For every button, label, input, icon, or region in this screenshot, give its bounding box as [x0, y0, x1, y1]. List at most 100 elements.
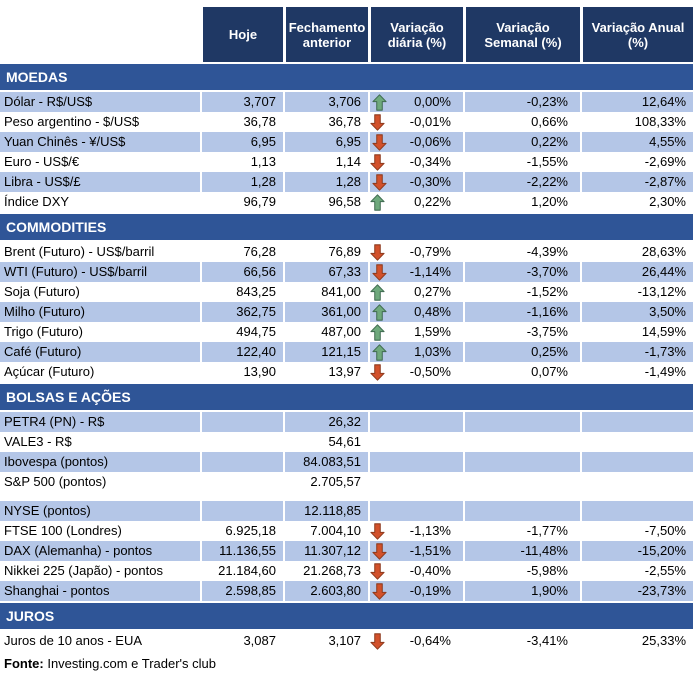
cell-hoje: [200, 501, 283, 521]
cell-fechamento-anterior: 12.118,85: [283, 501, 368, 521]
row-label: Índice DXY: [4, 194, 70, 209]
cell-variacao-semanal: -0,23%: [463, 92, 580, 112]
cell-variacao-anual: 26,44%: [580, 262, 693, 282]
trend-arrow-icon: [372, 93, 388, 111]
row-label: FTSE 100 (Londres): [4, 523, 122, 538]
cell-variacao-diaria: 0,00%: [368, 92, 463, 112]
row-label: Açúcar (Futuro): [4, 364, 95, 379]
down-arrow-icon: [370, 113, 385, 131]
table-row: Milho (Futuro) 362,75 361,00 0,48% -1,16…: [0, 302, 693, 322]
section-header: BOLSAS E AÇÕES: [0, 384, 693, 410]
cell-fechamento-anterior: 36,78: [328, 114, 361, 129]
table-row: Trigo (Futuro) 494,75 487,00 1,59% -3,75…: [0, 322, 693, 342]
cell-variacao-anual: -13,12%: [637, 284, 686, 299]
cell-variacao-diaria: -0,50%: [368, 362, 463, 382]
header-variacao-diaria: Variação diária (%): [368, 7, 463, 62]
cell-variacao-semanal: -11,48%: [463, 541, 580, 561]
variacao-diaria-value: 1,59%: [414, 324, 451, 339]
header-empty-cell: [0, 7, 200, 62]
cell-fechamento-anterior: 2.603,80: [283, 581, 368, 601]
row-label: Café (Futuro): [0, 342, 200, 362]
cell-variacao-semanal: [463, 412, 580, 432]
cell-hoje: 843,25: [236, 284, 276, 299]
row-label: Juros de 10 anos - EUA: [4, 633, 143, 648]
cell-variacao-semanal: 1,20%: [531, 194, 568, 209]
table-row: Soja (Futuro) 843,25 841,00 0,27% -1,52%…: [0, 282, 693, 302]
table-row: Libra - US$/£ 1,28 1,28 -0,30% -2,22% -2…: [0, 172, 693, 192]
cell-fechamento-anterior: 487,00: [321, 324, 361, 339]
section-title: COMMODITIES: [6, 219, 107, 235]
cell-variacao-semanal: [463, 472, 580, 492]
cell-hoje: 36,78: [243, 114, 276, 129]
cell-variacao-anual: -2,69%: [644, 154, 686, 169]
cell-fechamento-anterior: 2.705,57: [310, 474, 361, 489]
cell-variacao-semanal: 0,07%: [531, 364, 568, 379]
cell-variacao-diaria: 1,59%: [368, 322, 463, 342]
row-label: DAX (Alemanha) - pontos: [0, 541, 200, 561]
cell-variacao-diaria: 0,22%: [368, 192, 463, 212]
row-label: Nikkei 225 (Japão) - pontos: [4, 563, 163, 578]
cell-variacao-semanal: -4,39%: [526, 244, 568, 259]
cell-variacao-anual: -7,50%: [644, 523, 686, 538]
cell-variacao-anual: -23,73%: [580, 581, 693, 601]
variacao-diaria-value: -0,01%: [409, 114, 451, 129]
up-arrow-icon: [370, 193, 385, 211]
section-title: BOLSAS E AÇÕES: [6, 389, 131, 405]
cell-fechamento-anterior: 26,32: [283, 412, 368, 432]
trend-arrow-icon: [370, 562, 386, 580]
table-header-row: Hoje Fechamento anterior Variação diária…: [0, 7, 693, 62]
cell-variacao-anual: 25,33%: [641, 633, 686, 648]
cell-variacao-semanal: -3,41%: [526, 633, 568, 648]
cell-variacao-anual: [580, 452, 693, 472]
cell-variacao-diaria: -0,01%: [368, 112, 463, 132]
row-label: Ibovespa (pontos): [0, 452, 200, 472]
cell-variacao-semanal: -2,22%: [463, 172, 580, 192]
table-row: WTI (Futuro) - US$/barril 66,56 67,33 -1…: [0, 262, 693, 282]
down-arrow-icon: [370, 562, 385, 580]
cell-hoje: 494,75: [236, 324, 276, 339]
trend-arrow-icon: [372, 582, 388, 600]
cell-variacao-semanal: [463, 432, 580, 452]
down-arrow-icon: [372, 542, 387, 560]
table-row: Shanghai - pontos 2.598,85 2.603,80 -0,1…: [0, 581, 693, 601]
variacao-diaria-value: -0,06%: [409, 134, 451, 149]
cell-variacao-semanal: [463, 501, 580, 521]
up-arrow-icon: [370, 323, 385, 341]
cell-variacao-anual: 14,59%: [641, 324, 686, 339]
cell-fechamento-anterior: 6,95: [283, 132, 368, 152]
table-row: VALE3 - R$ 54,61: [0, 432, 693, 452]
cell-variacao-semanal: 0,25%: [463, 342, 580, 362]
cell-hoje: 76,28: [243, 244, 276, 259]
cell-hoje: 1,13: [250, 154, 276, 169]
cell-variacao-diaria: -0,06%: [368, 132, 463, 152]
down-arrow-icon: [370, 522, 385, 540]
trend-arrow-icon: [372, 263, 388, 281]
up-arrow-icon: [372, 343, 387, 361]
section-spacer: [0, 492, 693, 501]
cell-variacao-diaria: -0,79%: [368, 242, 463, 262]
cell-variacao-anual: -15,20%: [580, 541, 693, 561]
variacao-diaria-value: -0,64%: [409, 633, 451, 648]
cell-variacao-diaria: [368, 472, 463, 492]
cell-variacao-semanal: 1,90%: [463, 581, 580, 601]
variacao-diaria-value: -0,34%: [409, 154, 451, 169]
cell-hoje: [200, 472, 283, 492]
cell-hoje: 122,40: [200, 342, 283, 362]
cell-variacao-diaria: -0,30%: [368, 172, 463, 192]
cell-fechamento-anterior: 1,28: [283, 172, 368, 192]
table-row: Nikkei 225 (Japão) - pontos 21.184,60 21…: [0, 561, 693, 581]
trend-arrow-icon: [370, 193, 386, 211]
header-variacao-semanal: Variação Semanal (%): [463, 7, 580, 62]
table-row: Café (Futuro) 122,40 121,15 1,03% 0,25% …: [0, 342, 693, 362]
down-arrow-icon: [370, 153, 385, 171]
cell-hoje: 362,75: [200, 302, 283, 322]
cell-variacao-diaria: [368, 452, 463, 472]
cell-fechamento-anterior: 67,33: [283, 262, 368, 282]
variacao-diaria-value: -0,79%: [409, 244, 451, 259]
cell-variacao-diaria: [368, 412, 463, 432]
cell-variacao-diaria: -1,51%: [368, 541, 463, 561]
cell-fechamento-anterior: 54,61: [328, 434, 361, 449]
cell-hoje: [200, 452, 283, 472]
cell-variacao-anual: 108,33%: [634, 114, 686, 129]
cell-fechamento-anterior: 76,89: [328, 244, 361, 259]
